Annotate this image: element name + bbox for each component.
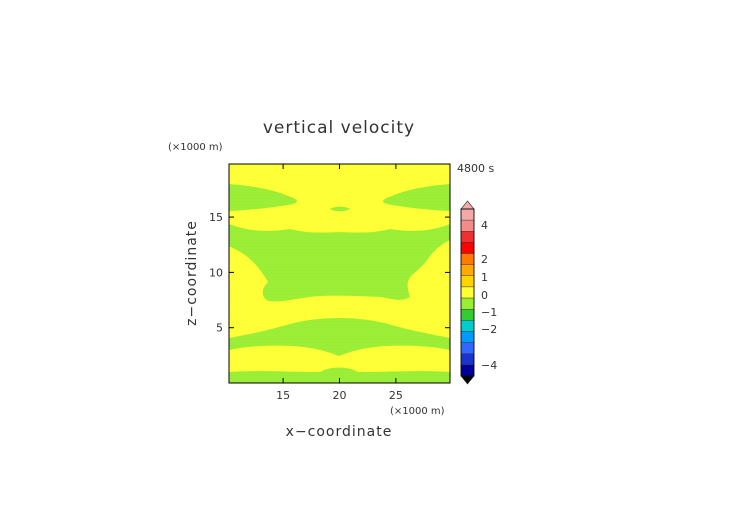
- negative-region-small-cell: [330, 206, 350, 212]
- x-axis: 15 20 25: [276, 164, 403, 402]
- colorbar-segment: [460, 242, 475, 254]
- negative-region-mid-band: [229, 224, 450, 302]
- colorbar-segment: [460, 320, 475, 332]
- colorbar-tick-label: 1: [481, 271, 488, 284]
- colorbar-segment: [460, 231, 475, 243]
- colorbar-segment: [460, 286, 475, 299]
- y-axis-label: z−coordinate: [184, 220, 200, 326]
- colorbar-bottom-arrow: [460, 375, 475, 385]
- colorbar: 4 2 1 0 −1 −2 −4: [460, 200, 497, 385]
- colorbar-tick-label: −1: [481, 306, 497, 319]
- colorbar-tick-label: −2: [481, 323, 497, 336]
- y-tick-label: 15: [209, 211, 223, 224]
- plot-area: [228, 163, 451, 384]
- negative-region-bottom-strip: [229, 367, 450, 383]
- colorbar-segment: [460, 219, 475, 232]
- field-regions: [229, 184, 450, 383]
- x-axis-label: x−coordinate: [286, 424, 393, 440]
- colorbar-tick-label: −4: [481, 359, 497, 372]
- negative-region-upper-wings: [229, 184, 450, 211]
- x-tick-label: 15: [276, 389, 290, 402]
- colorbar-top-arrow: [460, 200, 475, 210]
- negative-region-lower-band: [229, 318, 450, 356]
- grid-stripes: [229, 166, 450, 381]
- x-unit-label: (×1000 m): [390, 406, 445, 417]
- colorbar-frame: [460, 208, 475, 377]
- colorbar-segment: [460, 309, 475, 321]
- y-tick-label: 5: [216, 322, 223, 335]
- x-tick-label: 20: [333, 389, 347, 402]
- time-label: 4800 s: [457, 162, 494, 175]
- colorbar-segment: [460, 342, 475, 354]
- colorbar-segment: [460, 353, 475, 366]
- chart-title: vertical velocity: [263, 118, 415, 138]
- x-tick-label: 25: [389, 389, 403, 402]
- colorbar-tick-label: 2: [481, 253, 488, 266]
- y-axis: 5 10 15: [209, 211, 450, 335]
- colorbar-segment: [460, 275, 475, 288]
- colorbar-segment: [460, 253, 475, 265]
- colorbar-segment: [460, 364, 475, 377]
- colorbar-tick-label: 4: [481, 219, 488, 232]
- y-unit-label: (×1000 m): [168, 142, 223, 153]
- colorbar-segment: [460, 264, 475, 276]
- colorbar-tick-label: 0: [481, 289, 488, 302]
- y-tick-label: 10: [209, 266, 223, 279]
- colorbar-segment: [460, 208, 475, 221]
- colorbar-segment: [460, 331, 475, 343]
- colorbar-segment: [460, 297, 475, 310]
